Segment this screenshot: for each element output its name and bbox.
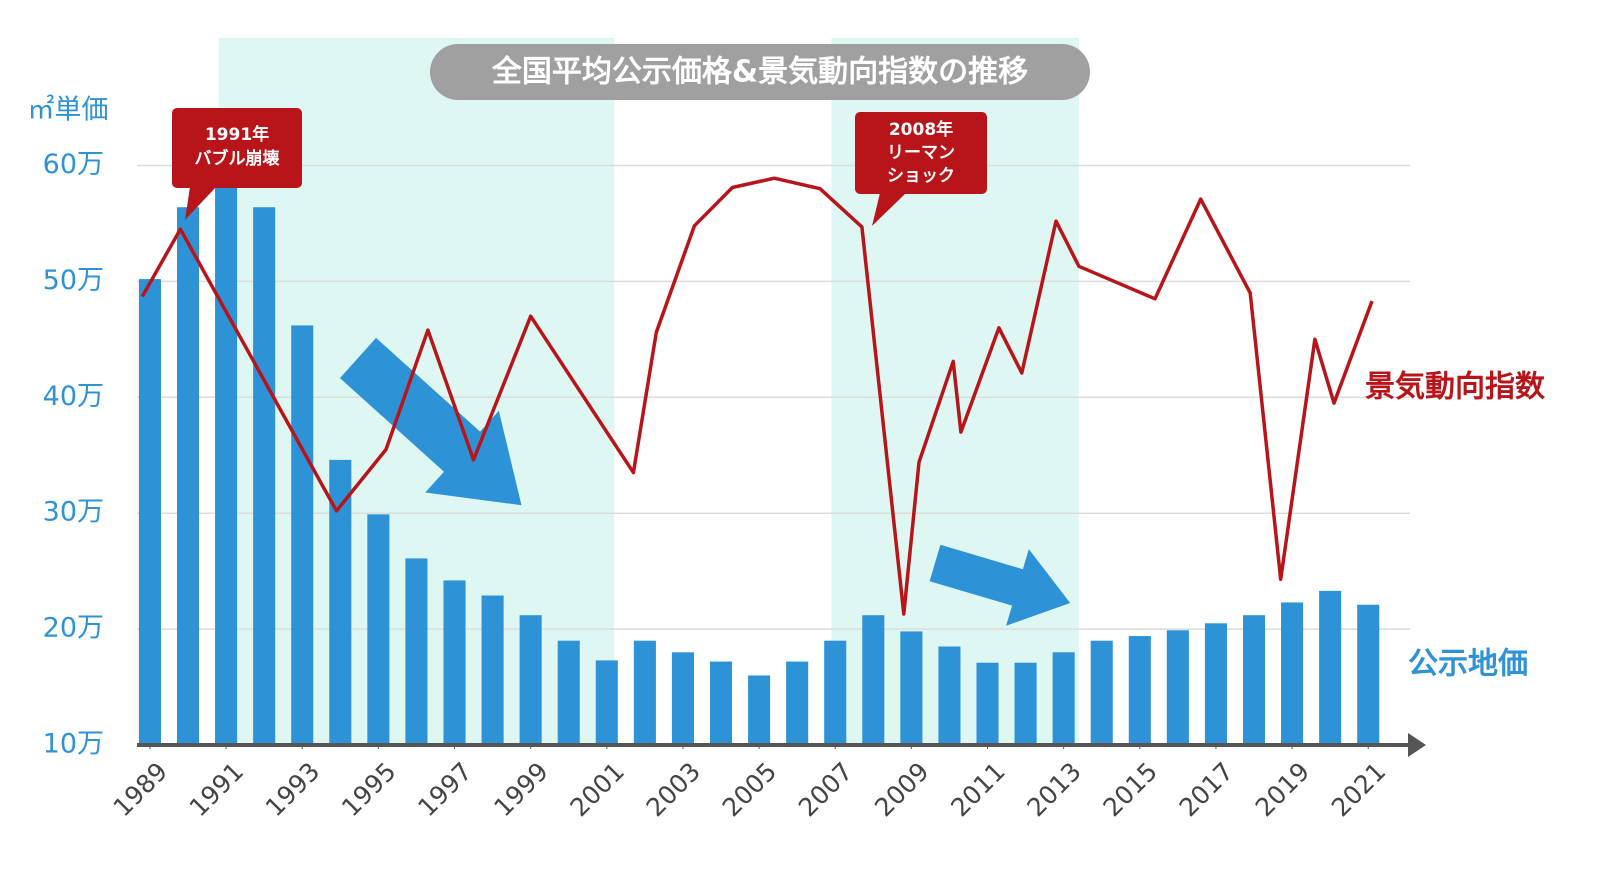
bar bbox=[367, 514, 390, 745]
bar bbox=[1166, 630, 1189, 745]
line bbox=[140, 176, 1374, 616]
bar bbox=[633, 640, 656, 745]
callout-box bbox=[855, 112, 987, 194]
callout-text: バブル崩壊 bbox=[195, 148, 281, 169]
y-tick-label: 20万 bbox=[43, 613, 104, 644]
x-tick-label: 2013 bbox=[1021, 757, 1086, 822]
callout-text: リーマン bbox=[887, 143, 955, 163]
x-tick-label: 1989 bbox=[108, 757, 173, 822]
series-label: 景気動向指数 bbox=[1365, 370, 1546, 405]
lines bbox=[140, 176, 1374, 616]
bar bbox=[405, 558, 428, 745]
bars bbox=[138, 184, 1380, 745]
bar bbox=[595, 660, 618, 745]
bar bbox=[176, 207, 200, 745]
x-tick-label: 2009 bbox=[869, 757, 934, 822]
x-tick-label: 2021 bbox=[1326, 757, 1391, 822]
x-tick-label: 1991 bbox=[184, 757, 249, 822]
x-tick-label: 2003 bbox=[641, 757, 706, 822]
x-tick-label: 2007 bbox=[793, 757, 858, 822]
callout-box bbox=[172, 108, 302, 188]
bar bbox=[1014, 662, 1037, 745]
callout-pointer bbox=[872, 193, 906, 226]
bar bbox=[1357, 604, 1380, 745]
callout-text: 2008年 bbox=[889, 119, 953, 140]
x-tick-label: 2001 bbox=[564, 757, 629, 822]
bar bbox=[519, 615, 542, 745]
x-tick-label: 2011 bbox=[945, 757, 1010, 822]
bar bbox=[786, 661, 809, 745]
x-tick-label: 1997 bbox=[412, 757, 477, 822]
chart-title: 全国平均公示価格&景気動向指数の推移 bbox=[491, 55, 1028, 90]
trend-arrow bbox=[339, 337, 522, 506]
bar bbox=[671, 652, 694, 745]
x-tick-label: 2019 bbox=[1250, 757, 1315, 822]
x-tick-label: 1995 bbox=[336, 757, 401, 822]
y-tick-label: 40万 bbox=[43, 381, 104, 412]
callout: 2008年 リーマン ショック bbox=[855, 112, 987, 226]
bar bbox=[138, 279, 161, 745]
bar bbox=[215, 184, 238, 745]
x-tick-label: 2017 bbox=[1174, 757, 1239, 822]
trend-arrow bbox=[929, 544, 1071, 626]
callout-text: 1991年 bbox=[205, 124, 269, 145]
callout: 1991年 バブル崩壊 bbox=[172, 108, 302, 220]
series-label: 公示地価 bbox=[1408, 647, 1528, 682]
bar bbox=[1128, 636, 1151, 745]
y-tick-label: 30万 bbox=[43, 497, 104, 528]
x-tick-label: 2015 bbox=[1097, 757, 1162, 822]
x-tick-label: 2005 bbox=[717, 757, 782, 822]
bar bbox=[900, 631, 923, 745]
x-tick-label: 1993 bbox=[260, 757, 325, 822]
bar bbox=[1090, 640, 1113, 745]
bar bbox=[291, 325, 314, 745]
bar bbox=[1242, 615, 1266, 745]
bar bbox=[824, 640, 847, 745]
bar bbox=[481, 595, 504, 745]
y-tick-label: 60万 bbox=[43, 149, 104, 180]
bar bbox=[748, 675, 771, 745]
x-axis-arrow bbox=[1408, 733, 1426, 757]
bar bbox=[1319, 590, 1342, 745]
y-tick-label: 50万 bbox=[43, 265, 104, 296]
x-tick-label: 1999 bbox=[488, 757, 553, 822]
callout-pointer bbox=[185, 187, 216, 220]
bar bbox=[329, 459, 352, 745]
bar bbox=[557, 640, 580, 745]
bar bbox=[938, 646, 961, 745]
bar bbox=[1281, 602, 1304, 745]
bar bbox=[443, 580, 466, 745]
title-pill bbox=[430, 44, 1090, 100]
bar bbox=[1204, 623, 1227, 745]
bar bbox=[976, 662, 999, 745]
bar bbox=[862, 615, 885, 745]
bar bbox=[709, 661, 733, 745]
bar bbox=[1052, 652, 1075, 745]
y-tick-label: 10万 bbox=[43, 729, 104, 760]
y-axis-label: ㎡単価 bbox=[28, 95, 109, 126]
bar bbox=[253, 207, 276, 745]
callout-text: ショック bbox=[887, 166, 955, 186]
